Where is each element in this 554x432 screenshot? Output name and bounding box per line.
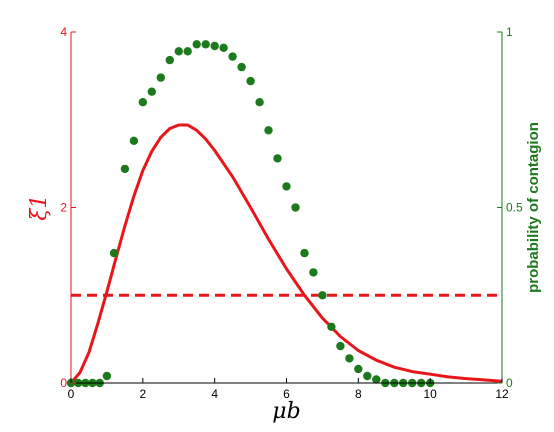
contagion-probability-point	[174, 47, 183, 56]
contagion-probability-point	[219, 43, 228, 52]
x-tick-label: 0	[68, 387, 75, 401]
contagion-probability-point	[354, 364, 363, 374]
x-tick-label: 8	[355, 387, 362, 401]
contagion-probability-point	[102, 371, 112, 381]
y-right-tick-label: 1	[506, 25, 513, 39]
x-tick-label: 10	[423, 387, 437, 401]
contagion-probability-point	[291, 203, 300, 212]
contagion-probability-point	[255, 98, 264, 107]
x-tick-label: 2	[139, 387, 146, 401]
y-axis-right-label: probability of contagion	[525, 122, 542, 293]
x-tick-label: 6	[283, 387, 290, 401]
contagion-probability-point	[345, 354, 354, 363]
contagion-probability-point	[201, 40, 210, 49]
contagion-probability-point	[264, 126, 273, 135]
contagion-probability-point	[165, 55, 174, 65]
contagion-probability-point	[363, 371, 372, 381]
y-axis-left-label: ξ1	[27, 194, 52, 220]
xi1-curve	[69, 123, 503, 384]
contagion-probability-point	[138, 98, 147, 107]
contagion-probability-point	[327, 322, 336, 331]
contagion-probability-point	[129, 136, 139, 145]
contagion-probability-point	[246, 76, 255, 86]
contagion-probability-point	[228, 52, 237, 61]
y-left-tick-label: 2	[60, 201, 67, 215]
plot-lines	[69, 123, 503, 384]
y-left-tick-label: 4	[60, 25, 67, 39]
contagion-probability-point	[300, 248, 309, 258]
x-tick-label: 4	[211, 387, 218, 401]
contagion-probability-point	[192, 40, 201, 49]
contagion-probability-point	[372, 375, 381, 384]
y-left-tick-label: 0	[60, 376, 67, 390]
contagion-probability-point	[309, 268, 318, 277]
contagion-probability-point	[147, 87, 156, 96]
contagion-probability-point	[282, 182, 291, 191]
x-tick-label: 12	[495, 387, 509, 401]
contagion-probability-point	[109, 248, 119, 258]
contagion-probability-point	[210, 41, 219, 51]
x-axis-label: μb	[272, 399, 300, 424]
contagion-probability-point	[336, 341, 345, 351]
contagion-probability-point	[237, 62, 246, 72]
axes	[70, 32, 503, 384]
contagion-probability-point	[183, 47, 192, 56]
contagion-probability-point	[156, 73, 165, 82]
contagion-probability-point	[273, 154, 282, 163]
contagion-probability-point	[318, 291, 327, 300]
y-right-tick-label: 0.5	[506, 201, 523, 215]
y-right-tick-label: 0	[506, 376, 513, 390]
contagion-probability-point	[120, 164, 130, 174]
plot-dots	[66, 40, 435, 388]
